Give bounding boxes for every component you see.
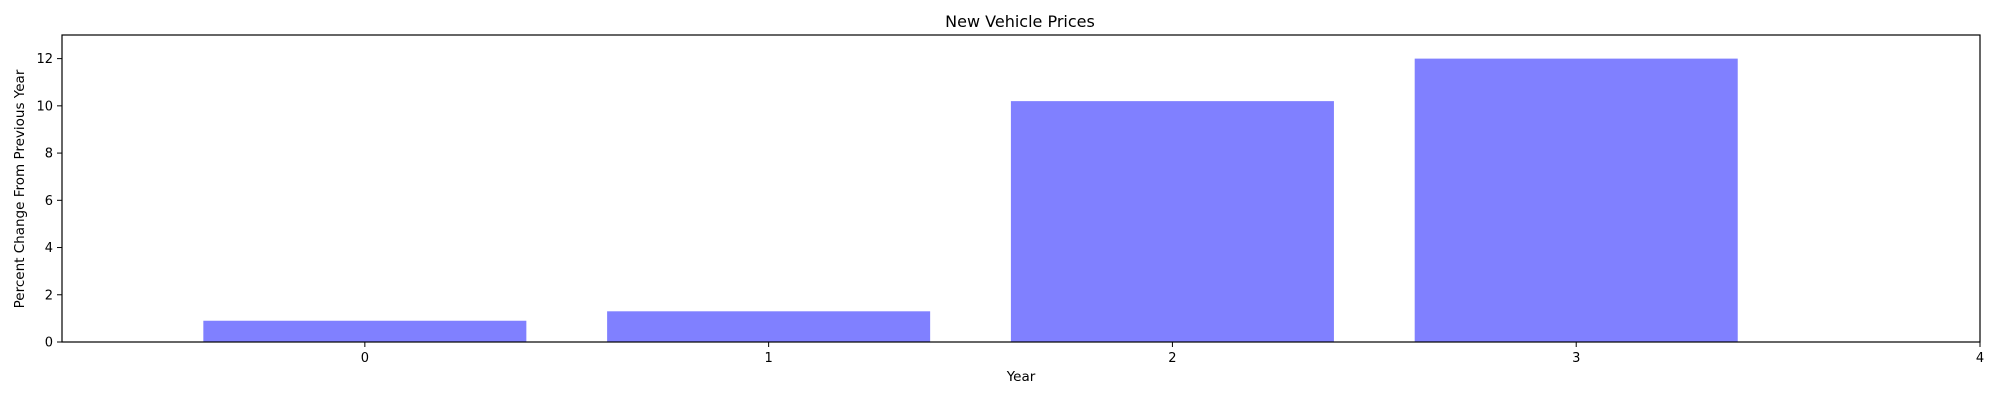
x-tick-label: 2 <box>1168 351 1176 366</box>
x-tick-label: 0 <box>361 351 369 366</box>
y-axis: 0 2 4 6 8 10 12 <box>36 52 62 351</box>
bar-3 <box>1414 58 1738 342</box>
x-tick-label: 4 <box>1976 351 1984 366</box>
plot-frame <box>61 34 1981 343</box>
bars-layer <box>203 58 1738 342</box>
y-tick-label: 12 <box>36 52 53 67</box>
x-tick-label: 1 <box>764 351 772 366</box>
y-tick-label: 0 <box>45 336 53 351</box>
y-tick-label: 6 <box>45 194 53 209</box>
x-axis: 0 1 2 3 4 <box>361 342 1984 366</box>
x-tick-label: 3 <box>1572 351 1580 366</box>
x-axis-label: Year <box>1006 369 1036 385</box>
bar-0 <box>203 320 527 342</box>
y-tick-label: 8 <box>45 147 53 162</box>
bar-1 <box>607 311 931 342</box>
chart-title: New Vehicle Prices <box>945 12 1095 31</box>
bar-2 <box>1010 101 1334 342</box>
y-tick-label: 2 <box>45 288 53 303</box>
y-tick-label: 4 <box>45 241 53 256</box>
y-axis-label: Percent Change From Previous Year <box>12 69 28 308</box>
y-tick-label: 10 <box>36 99 53 114</box>
